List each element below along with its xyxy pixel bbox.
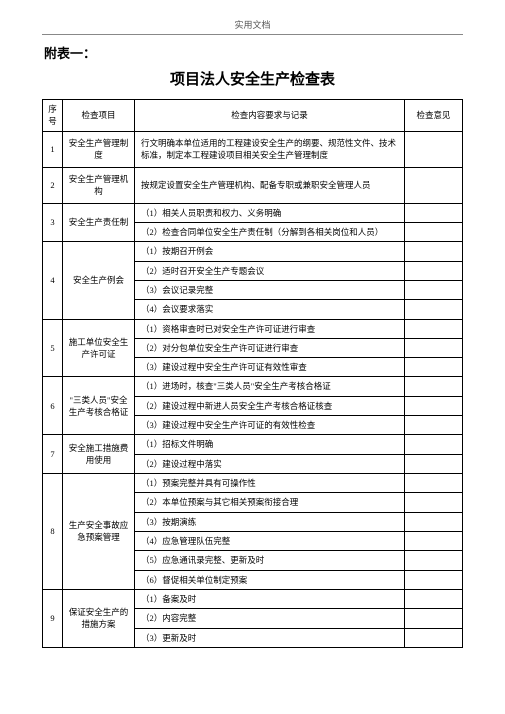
row-seq: 1 xyxy=(43,131,63,167)
row-content: （3）更新及时 xyxy=(135,628,405,647)
row-opinion xyxy=(405,609,463,628)
row-opinion xyxy=(405,454,463,473)
annex-subtitle: 附表一： xyxy=(44,43,463,62)
row-seq: 9 xyxy=(43,589,63,647)
row-seq: 6 xyxy=(43,377,63,435)
row-item: 生产安全事故应急预案管理 xyxy=(63,474,135,590)
row-content: （2）内容完整 xyxy=(135,609,405,628)
row-seq: 5 xyxy=(43,319,63,377)
row-seq: 7 xyxy=(43,435,63,474)
row-content: （6）督促相关单位制定预案 xyxy=(135,570,405,589)
row-opinion xyxy=(405,300,463,319)
row-opinion xyxy=(405,512,463,531)
row-opinion xyxy=(405,261,463,280)
page-header: 实用文档 xyxy=(42,18,463,35)
row-opinion xyxy=(405,358,463,377)
row-content: （5）应急通讯录完整、更新及时 xyxy=(135,551,405,570)
row-seq: 2 xyxy=(43,167,63,203)
row-content: （1）进场时，核查"三类人员"安全生产考核合格证 xyxy=(135,377,405,396)
row-opinion xyxy=(405,338,463,357)
row-content: （2）检查合同单位安全生产责任制（分解到各相关岗位和人员） xyxy=(135,222,405,241)
row-item: 保证安全生产的措施方案 xyxy=(63,589,135,647)
row-content: （2）建设过程中新进人员安全生产考核合格证核查 xyxy=(135,396,405,415)
row-content: （3）建设过程中安全生产许可证有效性审查 xyxy=(135,358,405,377)
row-content: （1）资格审查时已对安全生产许可证进行审查 xyxy=(135,319,405,338)
row-opinion xyxy=(405,570,463,589)
row-seq: 4 xyxy=(43,242,63,319)
row-content: （1）备案及时 xyxy=(135,589,405,608)
row-content: （1）招标文件明确 xyxy=(135,435,405,454)
row-opinion xyxy=(405,203,463,222)
row-opinion xyxy=(405,474,463,493)
row-item: 施工单位安全生产许可证 xyxy=(63,319,135,377)
row-item: 安全生产管理机构 xyxy=(63,167,135,203)
row-content: （3）建设过程中安全生产许可证的有效性检查 xyxy=(135,416,405,435)
row-seq: 8 xyxy=(43,474,63,590)
row-opinion xyxy=(405,531,463,550)
col-seq: 序号 xyxy=(43,100,63,132)
row-opinion xyxy=(405,222,463,241)
row-content: （2）本单位预案与其它相关预案衔接合理 xyxy=(135,493,405,512)
row-content: （1）按期召开例会 xyxy=(135,242,405,261)
row-opinion xyxy=(405,377,463,396)
col-item: 检查项目 xyxy=(63,100,135,132)
inspection-table: 序号 检查项目 检查内容要求与记录 检查意见 1安全生产管理制度行文明确本单位适… xyxy=(42,99,463,648)
row-item: 安全施工措施费用使用 xyxy=(63,435,135,474)
row-content: （2）对分包单位安全生产许可证进行审查 xyxy=(135,338,405,357)
row-content: （2）适时召开安全生产专题会议 xyxy=(135,261,405,280)
row-opinion xyxy=(405,167,463,203)
row-content: （1）相关人员职责和权力、义务明确 xyxy=(135,203,405,222)
row-item: "三类人员"安全生产考核合格证 xyxy=(63,377,135,435)
row-opinion xyxy=(405,493,463,512)
row-content: （3）按期演练 xyxy=(135,512,405,531)
row-opinion xyxy=(405,280,463,299)
row-content: （4）会议要求落实 xyxy=(135,300,405,319)
row-item: 安全生产责任制 xyxy=(63,203,135,242)
col-opinion: 检查意见 xyxy=(405,100,463,132)
row-opinion xyxy=(405,131,463,167)
row-seq: 3 xyxy=(43,203,63,242)
row-opinion xyxy=(405,396,463,415)
row-item: 安全生产管理制度 xyxy=(63,131,135,167)
row-content: （4）应急管理队伍完整 xyxy=(135,531,405,550)
row-opinion xyxy=(405,435,463,454)
row-opinion xyxy=(405,589,463,608)
row-content: 按规定设置安全生产管理机构、配备专职或兼职安全管理人员 xyxy=(135,167,405,203)
row-opinion xyxy=(405,319,463,338)
row-content: 行文明确本单位适用的工程建设安全生产的纲要、规范性文件、技术标准，制定本工程建设… xyxy=(135,131,405,167)
row-content: （2）建设过程中落实 xyxy=(135,454,405,473)
row-content: （3）会议记录完整 xyxy=(135,280,405,299)
page-title: 项目法人安全生产检查表 xyxy=(42,68,463,89)
row-content: （1）预案完整并具有可操作性 xyxy=(135,474,405,493)
row-opinion xyxy=(405,416,463,435)
row-opinion xyxy=(405,551,463,570)
row-opinion xyxy=(405,242,463,261)
col-content: 检查内容要求与记录 xyxy=(135,100,405,132)
row-opinion xyxy=(405,628,463,647)
row-item: 安全生产例会 xyxy=(63,242,135,319)
